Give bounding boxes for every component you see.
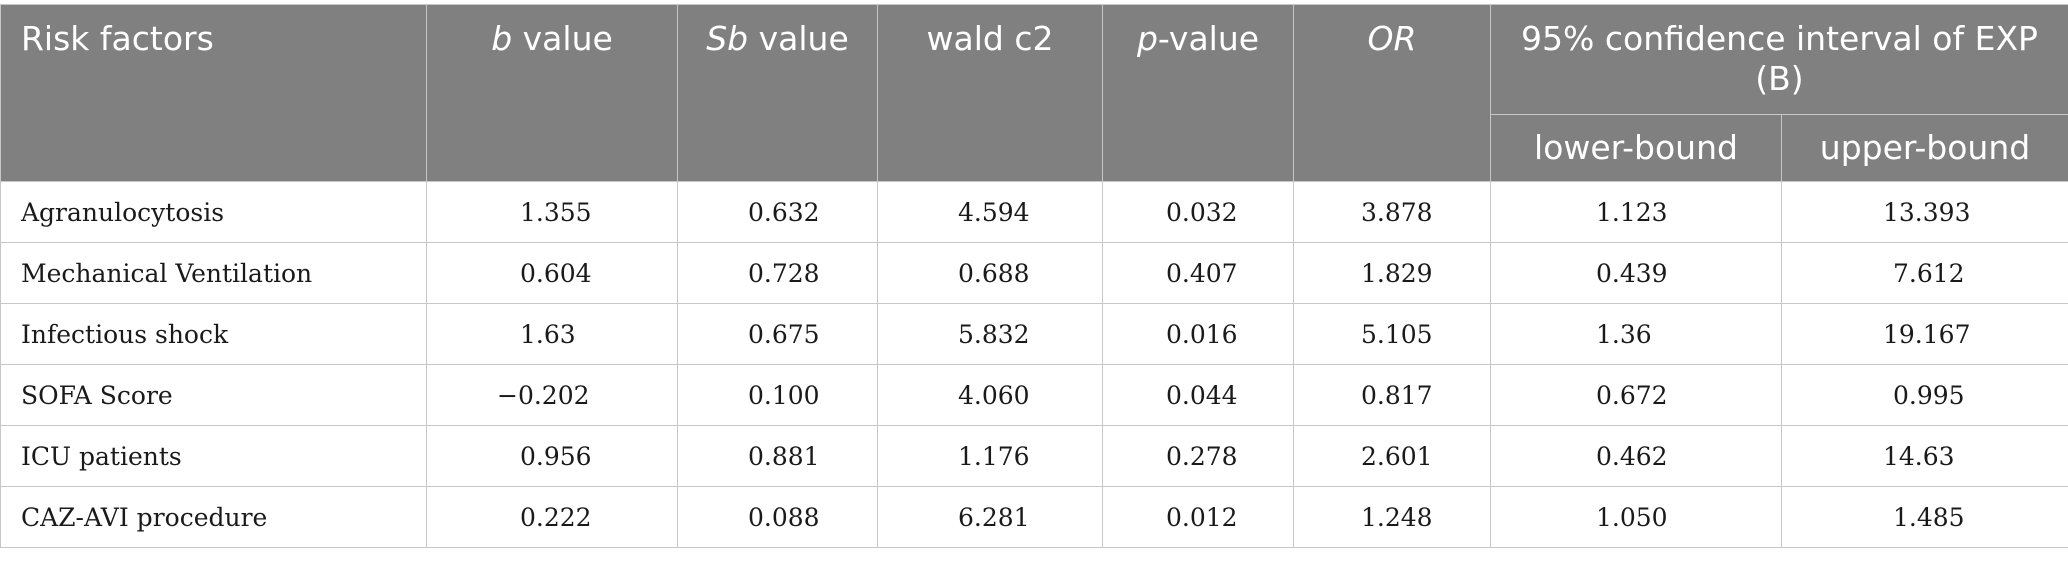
- cell-p: 0.278: [1102, 425, 1294, 487]
- cell-wald: 4.594: [877, 181, 1103, 243]
- header-ci: 95% confidence interval of EXP (B): [1490, 4, 2068, 115]
- cell-sb: 0.675: [677, 303, 878, 365]
- cell-p: 0.407: [1102, 242, 1294, 304]
- table-row: Mechanical Ventilation 0.604 0.728 0.688…: [0, 242, 2068, 304]
- cell-upper: 7.612: [1781, 242, 2068, 304]
- cell-wald: 4.060: [877, 364, 1103, 426]
- table-header: Risk factors b value Sb value wald c2 p-…: [0, 4, 2068, 182]
- header-b-value: b value: [426, 4, 678, 182]
- cell-b: 0.604: [426, 242, 678, 304]
- cell-b: −0.202: [426, 364, 678, 426]
- header-sb-value: Sb value: [677, 4, 878, 182]
- cell-lower: 1.36: [1490, 303, 1782, 365]
- header-b-italic: b: [491, 19, 513, 58]
- cell-wald: 6.281: [877, 486, 1103, 548]
- cell-b: 1.63: [426, 303, 678, 365]
- cell-factor: Agranulocytosis: [0, 181, 427, 243]
- cell-factor: Infectious shock: [0, 303, 427, 365]
- table-row: ICU patients 0.956 0.881 1.176 0.278 2.6…: [0, 425, 2068, 487]
- table-row: Infectious shock 1.63 0.675 5.832 0.016 …: [0, 303, 2068, 365]
- cell-upper: 14.63: [1781, 425, 2068, 487]
- cell-lower: 1.123: [1490, 181, 1782, 243]
- cell-factor: ICU patients: [0, 425, 427, 487]
- cell-factor: Mechanical Ventilation: [0, 242, 427, 304]
- table-row: CAZ-AVI procedure 0.222 0.088 6.281 0.01…: [0, 486, 2068, 548]
- cell-b: 0.956: [426, 425, 678, 487]
- header-p-rest: -value: [1157, 19, 1260, 58]
- cell-wald: 5.832: [877, 303, 1103, 365]
- header-upper-bound: upper-bound: [1781, 114, 2068, 182]
- cell-p: 0.044: [1102, 364, 1294, 426]
- header-p-value: p-value: [1102, 4, 1294, 182]
- cell-sb: 0.881: [677, 425, 878, 487]
- cell-or: 3.878: [1293, 181, 1491, 243]
- cell-p: 0.032: [1102, 181, 1294, 243]
- cell-p: 0.012: [1102, 486, 1294, 548]
- cell-sb: 0.088: [677, 486, 878, 548]
- cell-or: 1.829: [1293, 242, 1491, 304]
- cell-b: 0.222: [426, 486, 678, 548]
- cell-factor: CAZ-AVI procedure: [0, 486, 427, 548]
- cell-factor: SOFA Score: [0, 364, 427, 426]
- cell-sb: 0.632: [677, 181, 878, 243]
- cell-sb: 0.100: [677, 364, 878, 426]
- cell-lower: 0.439: [1490, 242, 1782, 304]
- table-row: Agranulocytosis 1.355 0.632 4.594 0.032 …: [0, 181, 2068, 243]
- cell-or: 0.817: [1293, 364, 1491, 426]
- cell-upper: 13.393: [1781, 181, 2068, 243]
- cell-lower: 0.672: [1490, 364, 1782, 426]
- cell-wald: 1.176: [877, 425, 1103, 487]
- cell-sb: 0.728: [677, 242, 878, 304]
- table-body: Agranulocytosis 1.355 0.632 4.594 0.032 …: [0, 181, 2068, 548]
- cell-b: 1.355: [426, 181, 678, 243]
- header-wald: wald c2: [877, 4, 1103, 182]
- header-sb-rest: value: [748, 19, 849, 58]
- header-sb-italic: Sb: [706, 19, 749, 58]
- cell-upper: 1.485: [1781, 486, 2068, 548]
- cell-or: 1.248: [1293, 486, 1491, 548]
- risk-factors-table: Risk factors b value Sb value wald c2 p-…: [0, 4, 2068, 548]
- header-lower-bound: lower-bound: [1490, 114, 1782, 182]
- header-or: OR: [1293, 4, 1491, 182]
- header-risk-factors: Risk factors: [0, 4, 427, 182]
- cell-wald: 0.688: [877, 242, 1103, 304]
- cell-or: 5.105: [1293, 303, 1491, 365]
- header-b-rest: value: [512, 19, 613, 58]
- cell-upper: 0.995: [1781, 364, 2068, 426]
- header-p-italic: p: [1136, 19, 1158, 58]
- cell-lower: 0.462: [1490, 425, 1782, 487]
- cell-or: 2.601: [1293, 425, 1491, 487]
- table-row: SOFA Score −0.202 0.100 4.060 0.044 0.81…: [0, 364, 2068, 426]
- cell-p: 0.016: [1102, 303, 1294, 365]
- cell-lower: 1.050: [1490, 486, 1782, 548]
- cell-upper: 19.167: [1781, 303, 2068, 365]
